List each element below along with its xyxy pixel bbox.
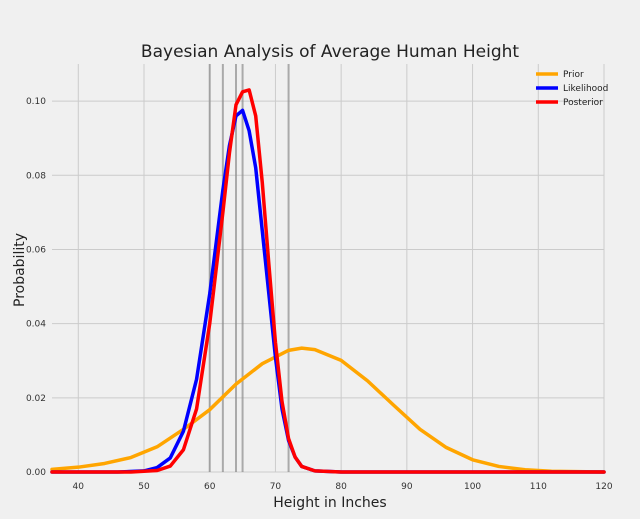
legend-label-likelihood: Likelihood — [563, 84, 608, 94]
observation-lines — [208, 64, 290, 472]
x-tick-label: 110 — [530, 482, 547, 492]
x-tick-label: 100 — [464, 482, 481, 492]
x-tick-label: 50 — [138, 482, 150, 492]
y-tick-label: 0.00 — [26, 468, 46, 478]
y-tick-label: 0.02 — [26, 394, 46, 404]
series-line-prior — [50, 346, 606, 474]
series-lines — [50, 88, 606, 474]
y-tick-label: 0.08 — [26, 171, 46, 181]
x-tick-label: 70 — [270, 482, 282, 492]
x-tick-label: 120 — [595, 482, 612, 492]
x-tick-label: 60 — [204, 482, 216, 492]
y-tick-label: 0.06 — [26, 245, 46, 255]
grid — [52, 64, 605, 473]
y-tick-labels: 0.00 0.02 0.04 0.06 0.08 0.10 — [26, 97, 46, 478]
x-tick-label: 90 — [401, 482, 413, 492]
series-line-posterior — [50, 88, 606, 474]
plot-area — [52, 64, 604, 472]
x-tick-label: 80 — [335, 482, 347, 492]
y-tick-label: 0.04 — [26, 320, 46, 330]
x-axis-label: Height in Inches — [273, 495, 386, 511]
x-tick-labels: 40 50 60 70 80 90 100 110 120 — [73, 482, 613, 492]
legend: Prior Likelihood Posterior — [536, 70, 608, 108]
x-tick-label: 40 — [73, 482, 85, 492]
y-tick-label: 0.10 — [26, 97, 46, 107]
legend-label-posterior: Posterior — [563, 98, 603, 108]
y-axis-label: Probability — [12, 233, 28, 307]
legend-label-prior: Prior — [563, 70, 584, 80]
chart-title: Bayesian Analysis of Average Human Heigh… — [141, 42, 519, 62]
